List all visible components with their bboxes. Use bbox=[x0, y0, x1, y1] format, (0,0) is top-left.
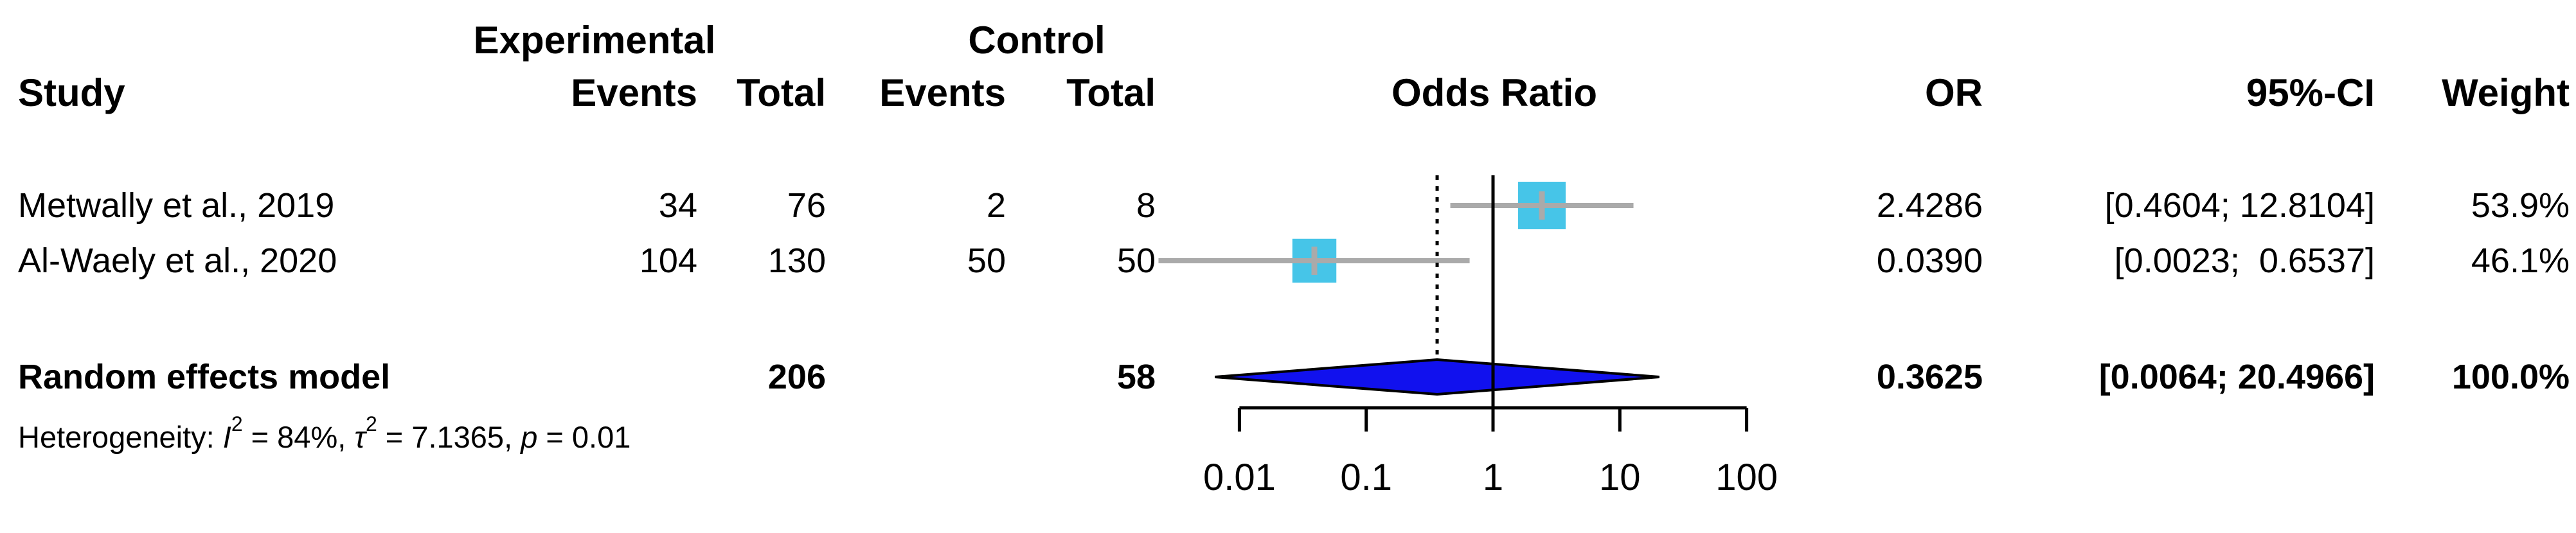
header-odds-ratio: Odds Ratio bbox=[1391, 71, 1598, 114]
axis-tick-label: 0.01 bbox=[1203, 457, 1276, 498]
header-weight: Weight bbox=[2442, 71, 2570, 114]
study-exp-events: 34 bbox=[658, 186, 697, 225]
study-exp-events: 104 bbox=[639, 241, 697, 280]
study-ctrl-events: 2 bbox=[986, 186, 1006, 225]
pooled-label: Random effects model bbox=[18, 358, 391, 396]
header-experimental-group: Experimental bbox=[473, 19, 716, 62]
study-weight: 46.1% bbox=[2471, 241, 2570, 280]
header-control-group: Control bbox=[968, 19, 1105, 62]
study-weight: 53.9% bbox=[2471, 186, 2570, 225]
pooled-weight: 100.0% bbox=[2451, 358, 2570, 396]
axis-tick-label: 10 bbox=[1599, 457, 1641, 498]
pooled-ctrl-total: 58 bbox=[1116, 358, 1156, 396]
header-ctrl-total: Total bbox=[1066, 71, 1156, 114]
study-ctrl-total: 50 bbox=[1116, 241, 1156, 280]
axis-tick-label: 0.1 bbox=[1340, 457, 1392, 498]
header-or: OR bbox=[1925, 71, 1983, 114]
heterogeneity-prefix: Heterogeneity: bbox=[18, 420, 223, 454]
pooled-exp-total: 206 bbox=[767, 358, 826, 396]
tau-squared-symbol: τ bbox=[354, 420, 366, 454]
pooled-diamond bbox=[1215, 358, 1659, 396]
p-value-symbol: p bbox=[521, 420, 538, 454]
pooled-or: 0.3625 bbox=[1876, 358, 1983, 396]
study-ctrl-total: 8 bbox=[1136, 186, 1156, 225]
header-study: Study bbox=[18, 71, 125, 114]
study-ci: [0.4604; 12.8104] bbox=[2104, 186, 2375, 225]
study-label: Metwally et al., 2019 bbox=[18, 186, 335, 225]
study-exp-total: 76 bbox=[787, 186, 826, 225]
i-squared-symbol: I bbox=[222, 420, 231, 454]
study-label: Al-Waely et al., 2020 bbox=[18, 241, 337, 280]
axis-tick-label: 100 bbox=[1715, 457, 1778, 498]
header-ctrl-events: Events bbox=[879, 71, 1006, 114]
header-exp-total: Total bbox=[737, 71, 826, 114]
study-ctrl-events: 50 bbox=[967, 241, 1006, 280]
study-or: 0.0390 bbox=[1876, 241, 1983, 280]
study-ci: [0.0023; 0.6537] bbox=[2114, 241, 2375, 280]
study-or: 2.4286 bbox=[1876, 186, 1983, 225]
axis-tick-label: 1 bbox=[1483, 457, 1503, 498]
pooled-ci: [0.0064; 20.4966] bbox=[2098, 358, 2375, 396]
header-exp-events: Events bbox=[571, 71, 697, 114]
header-95ci: 95%-CI bbox=[2246, 71, 2375, 114]
heterogeneity-stats: Heterogeneity: I2 = 84%, τ2 = 7.1365, p … bbox=[18, 412, 631, 454]
study-exp-total: 130 bbox=[767, 241, 826, 280]
